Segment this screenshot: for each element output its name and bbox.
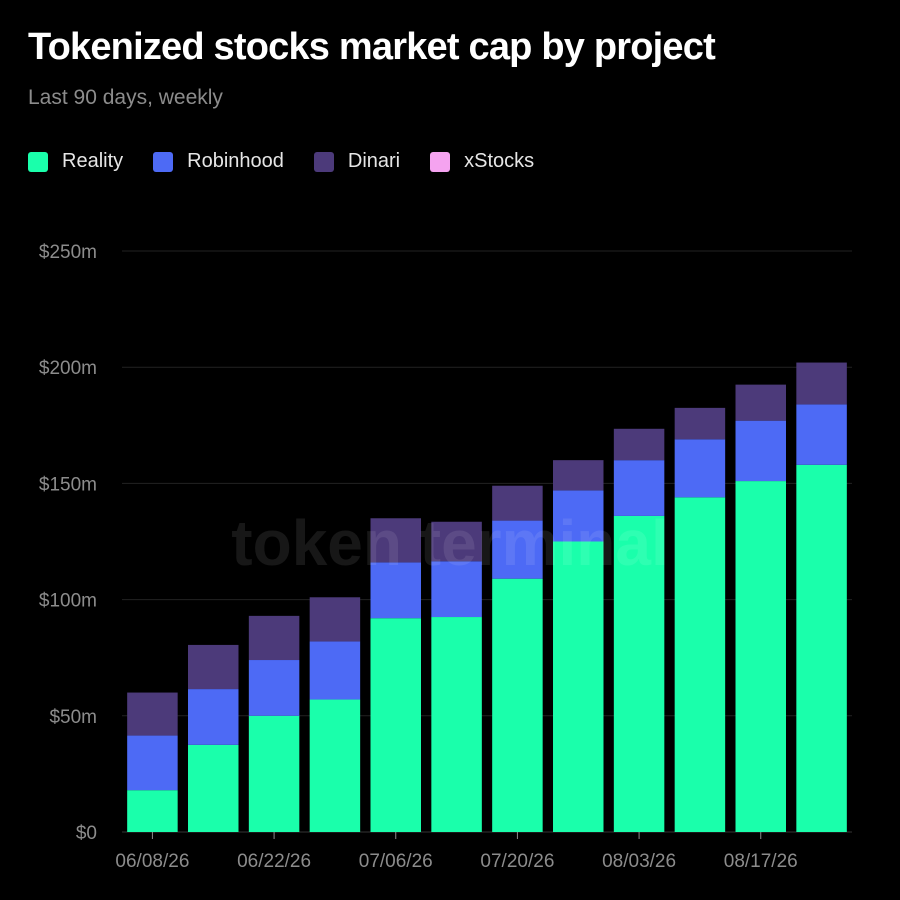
y-tick-label: $100m (39, 591, 97, 612)
bar-segment-dinari (127, 692, 178, 736)
bar-segment-robinhood (492, 520, 543, 579)
x-tick-label: 07/06/26 (359, 851, 433, 872)
x-tick-label: 06/08/26 (115, 851, 189, 872)
y-tick-label: $250m (39, 242, 97, 263)
bar-segment-dinari (370, 518, 421, 563)
bar-segment-reality (188, 744, 239, 832)
bar-segment-reality (735, 481, 786, 832)
legend-label-dinari: Dinari (347, 150, 401, 172)
bar-segment-reality (492, 578, 543, 832)
bar-segment-robinhood (613, 460, 665, 516)
bar-segment-dinari (796, 362, 847, 405)
bar-segment-reality (127, 790, 178, 832)
bar-stack (188, 644, 239, 832)
bar-stacks (127, 362, 847, 832)
legend-item-dinari[interactable]: Dinari (313, 150, 401, 173)
x-axis-labels: 06/08/26 06/22/26 07/06/26 07/20/26 08/03/26… (115, 832, 798, 872)
legend-swatch-dinari (313, 151, 334, 172)
bar-segment-robinhood (188, 689, 239, 745)
chart-legend: Reality Robinhood Dinari xStocks (28, 150, 564, 173)
bar-segment-reality (674, 497, 726, 832)
chart-title: Tokenized stocks market cap by project (28, 26, 716, 68)
bar-stack (492, 485, 543, 832)
bar-stack (613, 428, 665, 832)
bar-segment-robinhood (309, 641, 361, 700)
bar-segment-robinhood (127, 735, 178, 791)
bar-stack (431, 521, 482, 832)
bar-segment-dinari (309, 597, 361, 642)
watermark: token terminal (231, 507, 668, 579)
bar-segment-dinari (613, 428, 665, 461)
y-axis-labels: $0 $50m $100m $150m $200m $250m (39, 242, 97, 844)
bar-segment-robinhood (796, 404, 847, 465)
legend-item-reality[interactable]: Reality (28, 150, 123, 173)
bar-segment-dinari (248, 615, 300, 661)
bar-segment-reality (613, 515, 665, 832)
legend-swatch-robinhood (153, 151, 174, 172)
x-tick-label: 08/03/26 (602, 851, 676, 872)
bar-segment-reality (431, 617, 482, 832)
bar-stack (553, 460, 604, 832)
bar-segment-robinhood (370, 562, 421, 619)
bar-segment-reality (248, 715, 300, 832)
legend-swatch-xstocks (430, 151, 451, 172)
bar-stack (309, 597, 361, 832)
bar-stack (796, 362, 847, 832)
x-tick-label: 07/20/26 (480, 851, 554, 872)
bar-stack (127, 692, 178, 832)
bar-stack (370, 518, 421, 832)
bar-segment-dinari (188, 644, 239, 690)
bar-segment-reality (309, 699, 361, 832)
bar-segment-dinari (735, 384, 786, 421)
bar-segment-dinari (674, 407, 726, 440)
legend-label-xstocks: xStocks (464, 150, 535, 172)
y-tick-label: $200m (39, 358, 97, 379)
bar-segment-robinhood (735, 420, 786, 482)
bar-segment-reality (796, 464, 847, 832)
legend-item-xstocks[interactable]: xStocks (430, 150, 534, 173)
bar-segment-robinhood (553, 490, 604, 542)
legend-swatch-reality (28, 151, 48, 172)
bar-segment-dinari (492, 485, 543, 521)
bar-segment-robinhood (431, 561, 482, 618)
legend-item-robinhood[interactable]: Robinhood (153, 150, 284, 173)
x-tick-label: 06/22/26 (237, 851, 311, 872)
bar-stack (248, 615, 300, 832)
legend-label-reality: Reality (62, 150, 124, 172)
bar-segment-reality (553, 541, 604, 832)
y-tick-label: $0 (76, 823, 97, 844)
bar-segment-dinari (431, 521, 482, 562)
bar-segment-dinari (553, 460, 604, 491)
bar-segment-reality (370, 618, 421, 832)
bar-stack (735, 384, 786, 832)
bar-segment-robinhood (248, 660, 300, 716)
bar-segment-robinhood (674, 439, 726, 498)
y-tick-label: $150m (39, 474, 97, 495)
legend-label-robinhood: Robinhood (187, 150, 284, 172)
y-tick-label: $50m (49, 707, 97, 728)
grid-lines (122, 250, 852, 833)
chart-subtitle: Last 90 days, weekly (28, 86, 223, 109)
bar-stack (674, 407, 726, 832)
x-tick-label: 08/17/26 (724, 851, 798, 872)
